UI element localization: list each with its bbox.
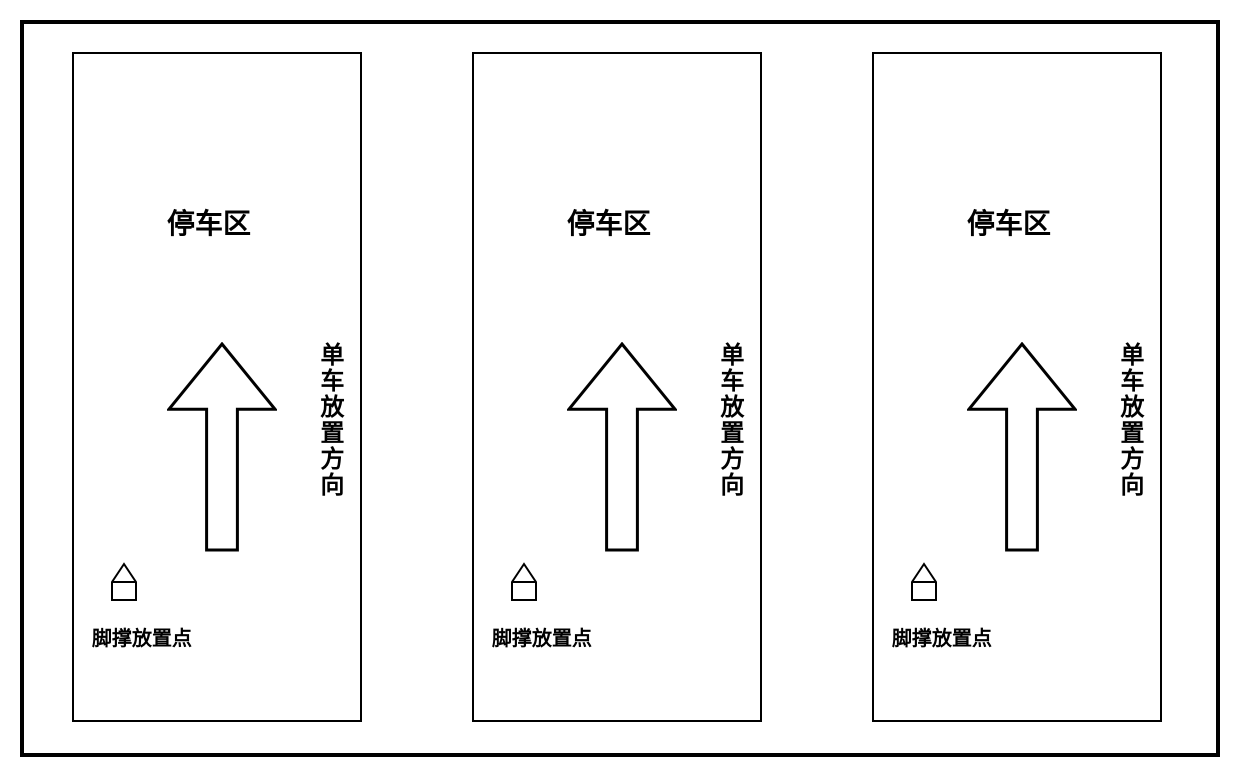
kickstand-marker-icon: [510, 562, 538, 602]
up-arrow-icon: [167, 342, 277, 552]
parking-area-label: 停车区: [967, 202, 1051, 242]
bicycle-direction-label: 单车放置方向: [1112, 342, 1147, 498]
kickstand-marker-icon: [910, 562, 938, 602]
up-arrow-icon: [567, 342, 677, 552]
up-arrow-icon: [967, 342, 1077, 552]
parking-area-label: 停车区: [167, 202, 251, 242]
kickstand-point-label: 脚撑放置点: [92, 622, 192, 651]
bicycle-direction-label: 单车放置方向: [712, 342, 747, 498]
kickstand-point-label: 脚撑放置点: [492, 622, 592, 651]
kickstand-point-label: 脚撑放置点: [892, 622, 992, 651]
parking-area-label: 停车区: [567, 202, 651, 242]
kickstand-marker-icon: [110, 562, 138, 602]
bicycle-direction-label: 单车放置方向: [312, 342, 347, 498]
